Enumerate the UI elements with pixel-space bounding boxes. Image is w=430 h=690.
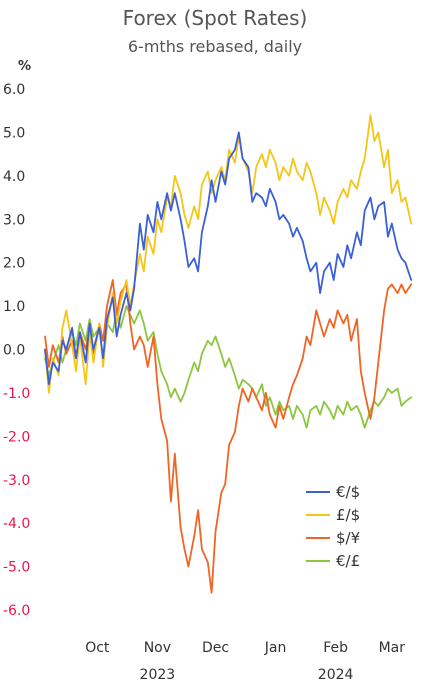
y-tick-label: 4.0: [3, 169, 25, 185]
chart-subtitle: 6-mths rebased, daily: [128, 37, 302, 56]
series-line-3: [44, 279, 413, 594]
y-tick-label: 6.0: [3, 82, 25, 98]
x-tick-label-mar: Mar: [379, 640, 406, 656]
y-tick-label: 5.0: [3, 125, 25, 141]
legend-label-4: €/£: [336, 552, 360, 570]
x-tick-label-dec: Dec: [202, 640, 229, 656]
x-axis-year-labels: 2023 2024: [140, 667, 354, 683]
legend-label-1: €/$: [336, 483, 360, 501]
x-axis-ticks: Oct Nov Dec Jan Feb Mar: [85, 640, 405, 656]
y-tick-label: -1.0: [3, 386, 30, 402]
y-axis-ticks: 6.0 5.0 4.0 3.0 2.0 1.0 0.0 -1.0 -2.0 -3.0 -4.0 -5.…: [3, 82, 30, 619]
series-lines: [44, 114, 413, 594]
x-tick-label-jan: Jan: [264, 640, 287, 656]
x-tick-label-nov: Nov: [144, 640, 171, 656]
year-label-2024: 2024: [318, 667, 354, 683]
y-axis-unit: %: [18, 59, 31, 74]
chart-legend: €/$ £/$ $/¥ €/£: [306, 483, 360, 570]
x-tick-label-oct: Oct: [85, 640, 110, 656]
y-tick-label: 1.0: [3, 299, 25, 315]
series-line-2: [44, 114, 413, 394]
x-tick-label-feb: Feb: [323, 640, 348, 656]
y-tick-label: 2.0: [3, 256, 25, 272]
legend-label-3: $/¥: [336, 529, 360, 547]
legend-label-2: £/$: [336, 506, 360, 524]
y-tick-label: -6.0: [3, 603, 30, 619]
y-tick-label: -3.0: [3, 473, 30, 489]
y-tick-label: 3.0: [3, 212, 25, 228]
series-line-1: [44, 131, 413, 386]
year-label-2023: 2023: [140, 667, 176, 683]
y-tick-label: -5.0: [3, 560, 30, 576]
y-tick-label: -2.0: [3, 429, 30, 445]
y-tick-label: -4.0: [3, 516, 30, 532]
y-tick-label: 0.0: [3, 343, 25, 359]
chart-title: Forex (Spot Rates): [123, 6, 308, 30]
